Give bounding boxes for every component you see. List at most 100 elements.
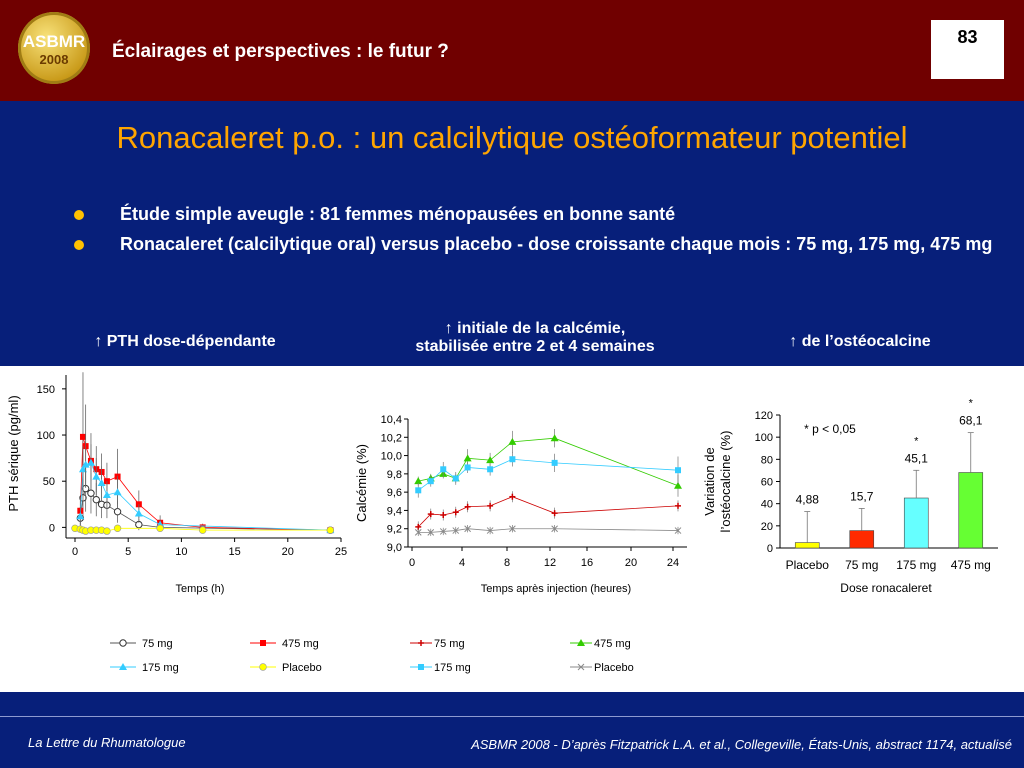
bullet-text: Ronacaleret (calcilytique oral) versus p… xyxy=(120,234,993,254)
calc-y-tick-label: 9,6 xyxy=(387,487,402,499)
osteo-category-label: 175 mg xyxy=(896,558,936,572)
calc-point-shape xyxy=(508,437,517,445)
calc-point xyxy=(509,456,516,463)
calc-point xyxy=(674,481,682,489)
calc-y-tick-label: 10,2 xyxy=(381,432,402,444)
calc-x-tick-label: 0 xyxy=(409,557,415,569)
calc-point-shape xyxy=(486,527,494,534)
pth-point xyxy=(113,488,122,496)
osteo-y-tick-label: 40 xyxy=(761,499,773,511)
pth-point xyxy=(87,489,95,497)
pth-point-shape xyxy=(134,509,143,517)
calc-point xyxy=(452,475,459,482)
calc-point-shape xyxy=(486,456,495,464)
calc-legend-label: 175 mg xyxy=(434,662,471,674)
osteo-significance-star: * xyxy=(969,398,974,410)
slide-header: ASBMR 2008 Éclairages et perspectives : … xyxy=(0,0,1024,101)
calc-x-tick-label: 12 xyxy=(544,557,556,569)
calc-y-tick-label: 10,0 xyxy=(381,451,402,463)
pth-point-shape xyxy=(79,433,86,440)
pth-point-shape xyxy=(156,524,164,533)
pth-point-shape xyxy=(103,478,110,485)
calc-point-shape xyxy=(463,454,472,462)
calc-point xyxy=(464,503,471,510)
calc-point xyxy=(509,525,516,533)
calcemia-title-line1: ↑ initiale de la calcémie, xyxy=(444,320,626,337)
calcemia-title-line2: stabilisée entre 2 et 4 semaines xyxy=(415,338,655,355)
calc-point xyxy=(487,466,494,473)
calc-x-tick-label: 20 xyxy=(625,557,637,569)
calc-point xyxy=(551,459,558,466)
calc-point xyxy=(675,467,681,474)
pth-point xyxy=(97,479,106,487)
calc-point xyxy=(414,529,422,536)
calc-point-shape xyxy=(439,528,447,535)
calc-x-tick-label: 4 xyxy=(459,557,465,569)
calc-point-shape xyxy=(551,459,558,466)
pth-legend-label: 475 mg xyxy=(282,638,319,650)
pth-x-tick-label: 15 xyxy=(228,546,240,558)
calc-point xyxy=(452,509,459,516)
pth-point xyxy=(92,495,100,504)
pth-point xyxy=(78,465,87,473)
pth-point-shape xyxy=(198,526,207,534)
charts-svg: 0 50 100 150 0 5 10 15 20 25 Temps (h) PTH sérique … xyxy=(6,372,998,674)
osteo-value-label: 15,7 xyxy=(850,489,874,503)
calc-point-shape xyxy=(509,456,516,463)
pth-point-shape xyxy=(81,460,90,468)
header-title: Éclairages et perspectives : le futur ? xyxy=(112,41,449,62)
calc-point-shape xyxy=(674,527,682,534)
calc-point-shape xyxy=(550,434,559,442)
pth-point xyxy=(113,524,122,533)
calc-point xyxy=(675,502,681,509)
osteo-value-label: 68,1 xyxy=(959,414,983,428)
calc-point-shape xyxy=(464,464,471,471)
osteo-y-tick-label: 0 xyxy=(767,543,773,555)
pth-x-axis-label: Temps (h) xyxy=(176,583,225,595)
pth-point xyxy=(103,527,111,535)
calc-point xyxy=(551,525,558,533)
calc-point xyxy=(550,434,559,442)
page-number: 83 xyxy=(931,20,1004,79)
calc-point-shape xyxy=(487,466,494,473)
bullet-dot xyxy=(74,240,84,250)
calc-legend-marker xyxy=(418,664,424,670)
page-number-text: 83 xyxy=(957,27,978,47)
pth-legend-marker xyxy=(259,663,267,671)
calc-point-shape xyxy=(464,525,471,533)
pth-point-shape xyxy=(326,526,335,534)
pth-legend-label: Placebo xyxy=(282,662,322,674)
pth-point xyxy=(79,433,86,440)
calc-point xyxy=(486,527,494,534)
calc-point xyxy=(464,464,471,471)
pth-legend-label: 75 mg xyxy=(142,638,173,650)
pth-x-tick-label: 0 xyxy=(72,546,78,558)
pth-x-tick-label: 25 xyxy=(335,546,347,558)
pth-x-tick-label: 20 xyxy=(282,546,294,558)
pth-point xyxy=(113,507,122,516)
osteo-y-tick-label: 60 xyxy=(761,477,773,489)
calc-point-shape xyxy=(427,529,435,536)
calc-legend-label: 75 mg xyxy=(434,638,465,650)
calc-point xyxy=(440,466,447,473)
pth-point xyxy=(103,478,110,485)
calc-x-axis-label: Temps après injection (heures) xyxy=(481,583,631,595)
calc-x-tick-label: 8 xyxy=(504,557,510,569)
osteo-bar xyxy=(903,497,929,549)
osteo-category-label: 475 mg xyxy=(951,558,991,572)
pth-point xyxy=(198,526,207,534)
pth-legend-marker-shape xyxy=(259,663,267,671)
calc-y-tick-label: 10,4 xyxy=(381,414,402,426)
calc-legend-marker-shape xyxy=(577,663,585,671)
calc-legend-label: Placebo xyxy=(594,662,634,674)
calc-point xyxy=(440,512,447,518)
calc-point xyxy=(674,527,682,534)
calc-point-shape xyxy=(440,466,447,473)
pth-point-shape xyxy=(103,527,111,535)
pth-legend-marker-shape xyxy=(119,639,127,647)
pth-y-tick-label: 100 xyxy=(37,430,55,442)
osteo-bar xyxy=(849,530,875,549)
calc-point-shape xyxy=(415,487,422,494)
calc-point xyxy=(427,511,434,518)
charts-area: 0 50 100 150 0 5 10 15 20 25 Temps (h) PTH sérique … xyxy=(0,366,1024,692)
